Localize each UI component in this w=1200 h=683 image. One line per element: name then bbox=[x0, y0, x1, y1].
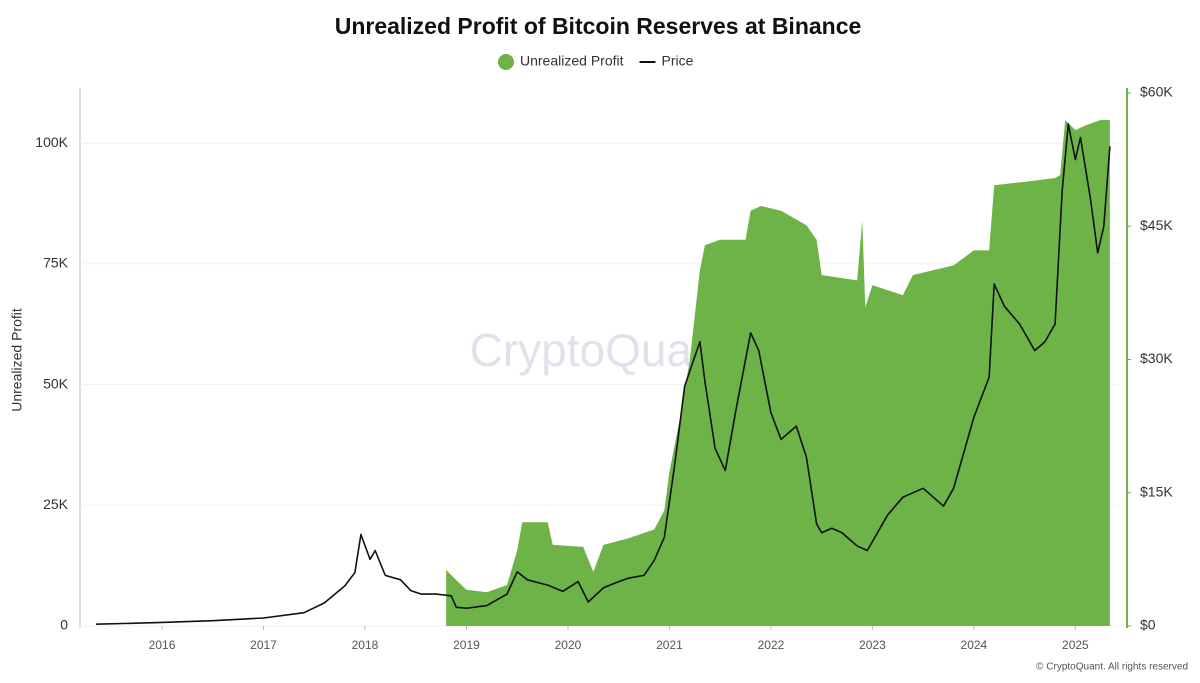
x-tick-label: 2025 bbox=[1062, 638, 1089, 652]
legend-item: Unrealized Profit bbox=[498, 53, 624, 70]
y2-tick-label: $45K bbox=[1140, 217, 1173, 233]
legend-item: Price bbox=[639, 53, 694, 69]
y-tick-label: 25K bbox=[43, 496, 69, 512]
chart-title: Unrealized Profit of Bitcoin Reserves at… bbox=[335, 13, 862, 39]
x-tick-label: 2019 bbox=[453, 638, 480, 652]
x-tick-label: 2016 bbox=[149, 638, 176, 652]
y2-tick-label: $60K bbox=[1140, 84, 1173, 100]
x-tick-label: 2024 bbox=[961, 638, 988, 652]
legend-swatch bbox=[498, 54, 514, 70]
y2-tick-label: $15K bbox=[1140, 483, 1173, 499]
area bbox=[446, 120, 1110, 627]
x-tick-label: 2018 bbox=[352, 638, 379, 652]
price-line bbox=[96, 123, 1111, 626]
legend-label: Unrealized Profit bbox=[520, 53, 624, 69]
watermark: CryptoQuant bbox=[470, 324, 731, 376]
y2-tick-label: $0 bbox=[1140, 617, 1156, 633]
x-tick-label: 2021 bbox=[656, 638, 683, 652]
x-tick-label: 2017 bbox=[250, 638, 277, 652]
y-tick-label: 0 bbox=[60, 617, 68, 633]
y-tick-label: 75K bbox=[43, 255, 69, 271]
y2-tick-label: $30K bbox=[1140, 350, 1173, 366]
legend-label: Price bbox=[662, 53, 694, 69]
x-tick-label: 2023 bbox=[859, 638, 886, 652]
y-tick-label: 50K bbox=[43, 375, 69, 391]
x-tick-label: 2020 bbox=[555, 638, 582, 652]
y-axis-label: Unrealized Profit bbox=[9, 308, 25, 412]
y-tick-label: 100K bbox=[35, 134, 68, 150]
source: © CryptoQuant. All rights reserved bbox=[1036, 662, 1188, 673]
x-tick-label: 2022 bbox=[758, 638, 785, 652]
